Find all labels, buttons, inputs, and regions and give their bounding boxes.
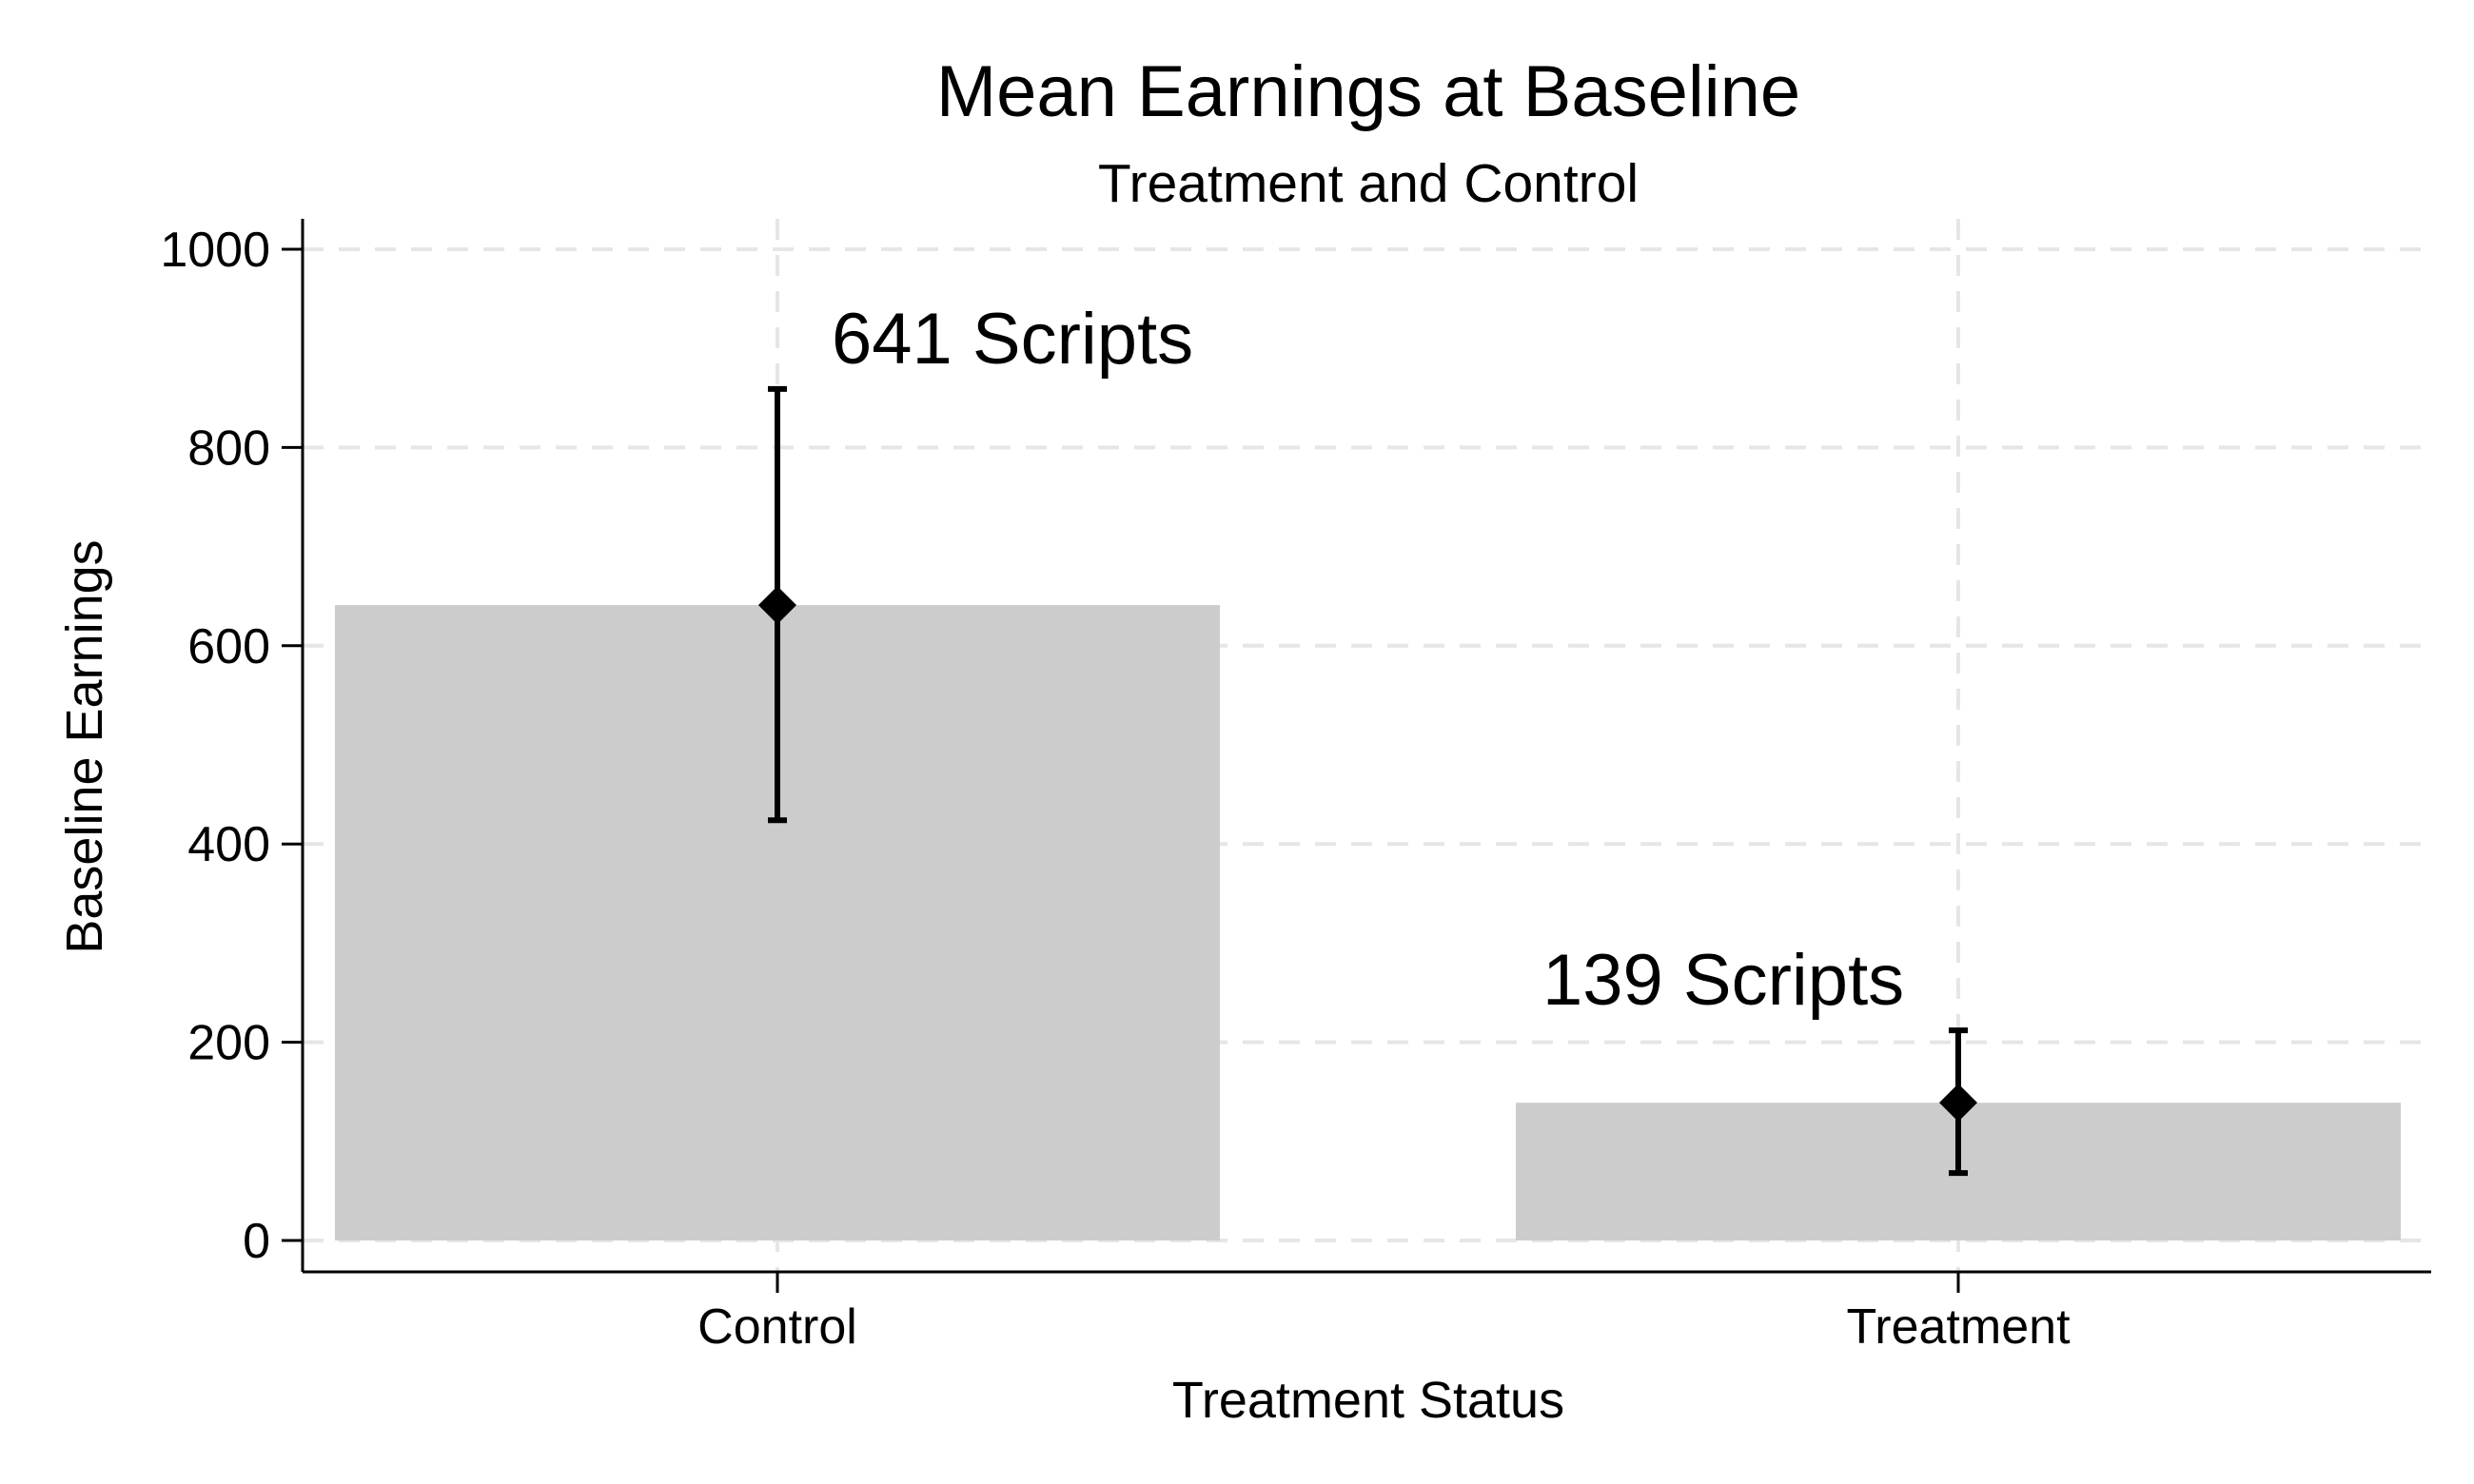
axes bbox=[301, 219, 2431, 1274]
y-ticks: 0 200 400 600 800 1000 bbox=[160, 223, 303, 1269]
y-tick-label: 800 bbox=[187, 420, 270, 476]
x-tick-label: Control bbox=[697, 1299, 857, 1355]
y-tick-label: 1000 bbox=[160, 223, 270, 278]
chart-title: Mean Earnings at Baseline bbox=[936, 51, 1800, 132]
y-axis-title: Baseline Earnings bbox=[56, 539, 113, 953]
data-labels: 641 Scripts 139 Scripts bbox=[832, 299, 1904, 1021]
data-label-treatment: 139 Scripts bbox=[1542, 940, 1904, 1021]
y-tick-label: 600 bbox=[187, 619, 270, 674]
data-label-control: 641 Scripts bbox=[832, 299, 1193, 380]
mean-markers bbox=[758, 586, 1977, 1123]
chart-subtitle: Treatment and Control bbox=[1098, 153, 1639, 214]
y-tick-label: 200 bbox=[187, 1016, 270, 1071]
x-ticks: Control Treatment bbox=[697, 1272, 2071, 1355]
x-axis-title: Treatment Status bbox=[1172, 1372, 1564, 1429]
x-tick-label: Treatment bbox=[1846, 1299, 2071, 1355]
y-tick-label: 0 bbox=[243, 1214, 270, 1269]
y-tick-label: 400 bbox=[187, 817, 270, 872]
mean-marker-treatment bbox=[1939, 1084, 1977, 1123]
bars bbox=[335, 605, 2401, 1240]
mean-marker-control bbox=[758, 586, 796, 625]
